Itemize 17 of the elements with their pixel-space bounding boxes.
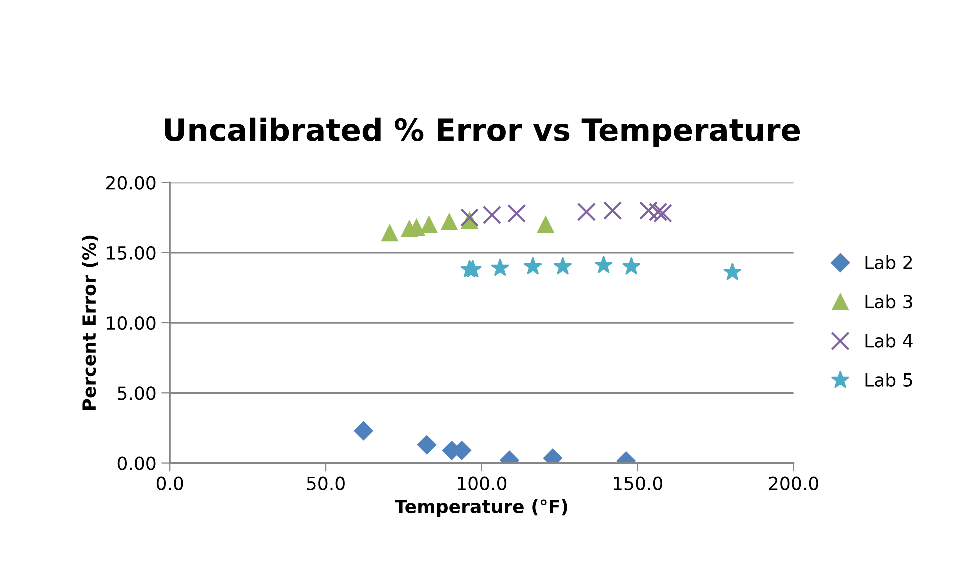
legend-label: Lab 5 (866, 372, 912, 387)
x-tick-label: 200.0 (769, 476, 818, 490)
y-tick-label: 0.00 (118, 456, 156, 470)
y-tick-label: 15.00 (107, 246, 156, 260)
y-tick-label: 5.00 (118, 386, 156, 400)
x-axis-title: Temperature (°F) (395, 500, 568, 517)
chart-title: Uncalibrated % Error vs Temperature (165, 118, 800, 148)
legend-label: Lab 3 (866, 294, 912, 309)
x-tick-label: 100.0 (458, 476, 507, 490)
legend-label: Lab 2 (866, 256, 912, 270)
x-tick-label: 150.0 (614, 476, 663, 490)
legend-label: Lab 4 (866, 334, 913, 348)
x-tick-label: 50.0 (307, 476, 345, 490)
y-tick-label: 20.00 (106, 176, 156, 190)
y-tick-label: 10.00 (107, 316, 156, 330)
x-tick-label: 0.0 (156, 476, 184, 490)
y-axis-title: Percent Error (%) (82, 236, 98, 410)
